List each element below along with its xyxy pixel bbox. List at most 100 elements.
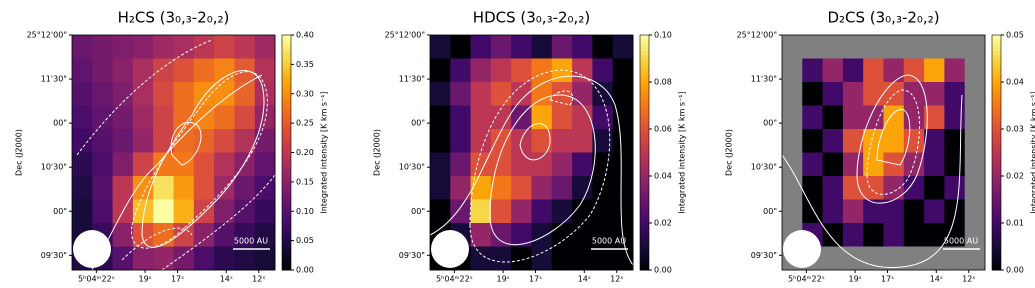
colorbar-segment [640, 59, 649, 63]
colorbar-segment [640, 219, 649, 223]
colorbar-tick-label: 0.00 [1006, 266, 1024, 275]
heatmap-cell [924, 82, 945, 106]
colorbar-segment [640, 113, 649, 117]
heatmap-cell [153, 35, 174, 59]
heatmap-cell [944, 153, 965, 177]
colorbar-segment [282, 160, 291, 164]
colorbar-segment [992, 254, 1001, 258]
heatmap-cell [552, 153, 573, 177]
heatmap-cell [592, 200, 613, 224]
y-axis-label: Dec (J2000) [725, 129, 734, 176]
colorbar-segment [640, 98, 649, 102]
heatmap-cell [843, 223, 864, 247]
colorbar-segment [282, 196, 291, 200]
heatmap-cell [552, 247, 573, 271]
heatmap-cell [924, 153, 945, 177]
colorbar-segment [282, 219, 291, 223]
heatmap-cell [592, 82, 613, 106]
heatmap-cell [511, 153, 532, 177]
panel-title: HDCS (3₀,₃-2₀,₂) [473, 9, 590, 27]
colorbar-segment [282, 133, 291, 137]
y-tick-label: 00" [763, 119, 777, 128]
heatmap-cell [491, 247, 512, 271]
colorbar-segment [282, 113, 291, 117]
heatmap-cell [532, 35, 553, 59]
colorbar-segment [282, 98, 291, 102]
heatmap-cell [72, 35, 93, 59]
heatmap-cell [613, 176, 634, 200]
heatmap-cell [214, 35, 235, 59]
heatmap-cell [214, 59, 235, 83]
heatmap-cell [491, 129, 512, 153]
masked-cell [924, 35, 945, 59]
heatmap-cell [72, 200, 93, 224]
heatmap-cell [92, 200, 113, 224]
colorbar-segment [282, 109, 291, 113]
colorbar-tick-label: 0.25 [296, 119, 314, 128]
heatmap-cell [802, 200, 823, 224]
y-tick-label: 11'30" [399, 75, 425, 84]
colorbar-segment [992, 184, 1001, 188]
colorbar-segment [282, 250, 291, 254]
heatmap-cell [572, 82, 593, 106]
colorbar-segment [282, 78, 291, 82]
heatmap-cell [234, 247, 255, 271]
heatmap-cell [430, 35, 451, 59]
heatmap-cell [174, 129, 195, 153]
colorbar-segment [992, 137, 1001, 141]
x-tick-label: 17ˢ [171, 275, 184, 284]
heatmap-cell [884, 176, 905, 200]
heatmap-cell [511, 59, 532, 83]
colorbar-segment [640, 109, 649, 113]
heatmap-cell [613, 35, 634, 59]
heatmap-cell [450, 59, 471, 83]
heatmap-cell [572, 176, 593, 200]
heatmap-cell [592, 59, 613, 83]
heatmap-cell [823, 82, 844, 106]
beam [783, 230, 821, 268]
colorbar-segment [640, 156, 649, 160]
colorbar-segment [992, 262, 1001, 266]
masked-cell [965, 176, 986, 200]
colorbar-segment [640, 215, 649, 219]
colorbar-segment [640, 137, 649, 141]
y-tick-label: 10'30" [399, 163, 425, 172]
x-tick-label: 5ʰ04ᵐ22ˢ [788, 275, 825, 284]
heatmap-cell [532, 223, 553, 247]
heatmap-cell [823, 223, 844, 247]
heatmap-cell [904, 223, 925, 247]
colorbar-segment [282, 55, 291, 59]
heatmap-cell [802, 59, 823, 83]
heatmap-cell [174, 35, 195, 59]
colorbar-segment [992, 207, 1001, 211]
colorbar-segment [992, 106, 1001, 110]
heatmap-cell [153, 176, 174, 200]
masked-cell [782, 35, 803, 59]
heatmap-cell [255, 176, 276, 200]
heatmap-cell [491, 153, 512, 177]
colorbar-segment [992, 98, 1001, 102]
colorbar-segment [992, 141, 1001, 145]
colorbar-segment [640, 207, 649, 211]
x-tick-label: 19ˢ [848, 275, 861, 284]
colorbar-segment [282, 243, 291, 247]
heatmap-cell [491, 200, 512, 224]
heatmap-cell [133, 247, 154, 271]
colorbar-segment [282, 203, 291, 207]
heatmap-cell [72, 176, 93, 200]
colorbar-segment [640, 247, 649, 251]
beam [431, 230, 469, 268]
colorbar-segment [992, 35, 1001, 39]
colorbar-segment [640, 90, 649, 94]
y-tick-label: 11'30" [751, 75, 777, 84]
heatmap-cell [174, 247, 195, 271]
colorbar-segment [640, 184, 649, 188]
colorbar-segment [992, 113, 1001, 117]
colorbar-segment [640, 200, 649, 204]
heatmap-cell [863, 153, 884, 177]
colorbar-segment [640, 164, 649, 168]
heatmap-cell [532, 176, 553, 200]
colorbar-segment [282, 211, 291, 215]
x-tick-label: 14ˢ [220, 275, 233, 284]
heatmap-cell [552, 223, 573, 247]
